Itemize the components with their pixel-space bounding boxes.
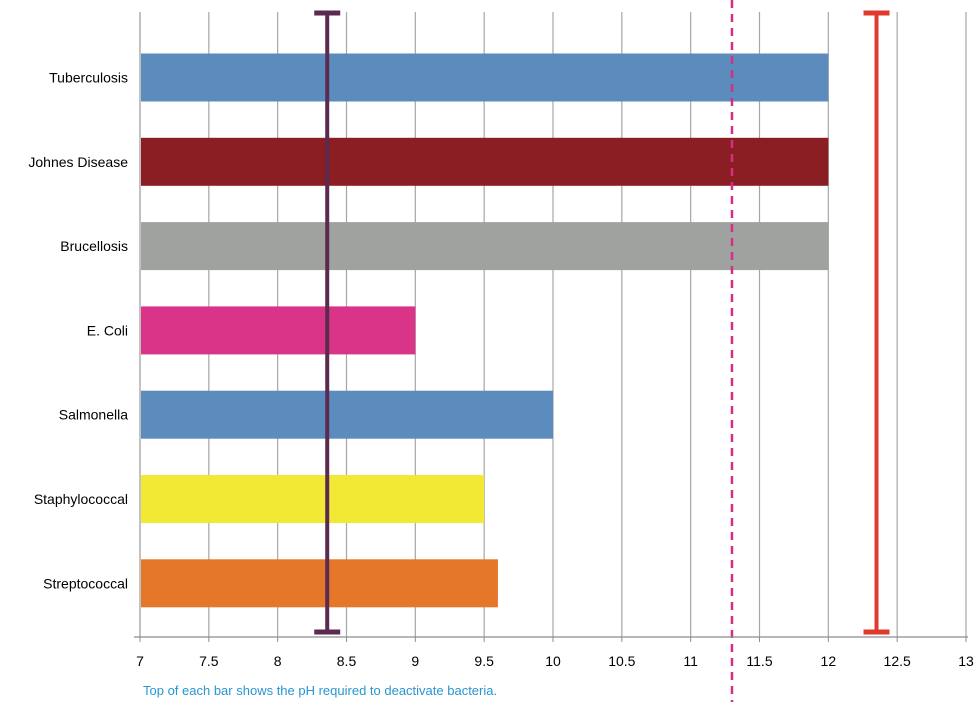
- x-tick-label: 10.5: [608, 653, 635, 669]
- x-tick-label: 9: [411, 653, 419, 669]
- x-tick-label: 12.5: [884, 653, 911, 669]
- bar: [141, 559, 498, 608]
- category-label: E. Coli: [87, 322, 128, 338]
- category-label: Brucellosis: [60, 238, 128, 254]
- bar: [141, 53, 829, 102]
- x-tick-label: 8.5: [337, 653, 357, 669]
- footnote: Top of each bar shows the pH required to…: [143, 683, 498, 698]
- category-label: Tuberculosis: [49, 70, 128, 86]
- bars: [141, 53, 829, 608]
- x-tick-label: 11.5: [746, 653, 772, 669]
- x-tick-label: 7: [136, 653, 144, 669]
- x-tick-label: 11: [683, 653, 698, 669]
- category-labels: Tuberculosis Johnes Disease Brucellosis E. …: [28, 70, 128, 592]
- bar: [141, 306, 416, 355]
- bar: [141, 475, 485, 523]
- bar: [141, 222, 829, 271]
- x-tick-label: 8: [274, 653, 282, 669]
- category-label: Staphylococcal: [34, 491, 128, 507]
- x-axis: 7 7.5 8 8.5 9 9.5 10 10.5 11 11.5 12 12.5 13: [134, 12, 974, 669]
- x-tick-label: 7.5: [199, 653, 219, 669]
- bar: [141, 137, 829, 186]
- range-marker: [863, 10, 890, 635]
- reference-lines: [314, 0, 890, 702]
- x-tick-label: 9.5: [474, 653, 494, 669]
- x-tick-label: 12: [821, 653, 837, 669]
- x-tick-label: 10: [545, 653, 561, 669]
- range-marker: [314, 10, 341, 635]
- bar: [141, 390, 553, 439]
- category-label: Johnes Disease: [28, 154, 128, 170]
- category-label: Salmonella: [59, 407, 128, 423]
- x-tick-label: 13: [958, 653, 974, 669]
- category-label: Streptococcal: [43, 575, 128, 591]
